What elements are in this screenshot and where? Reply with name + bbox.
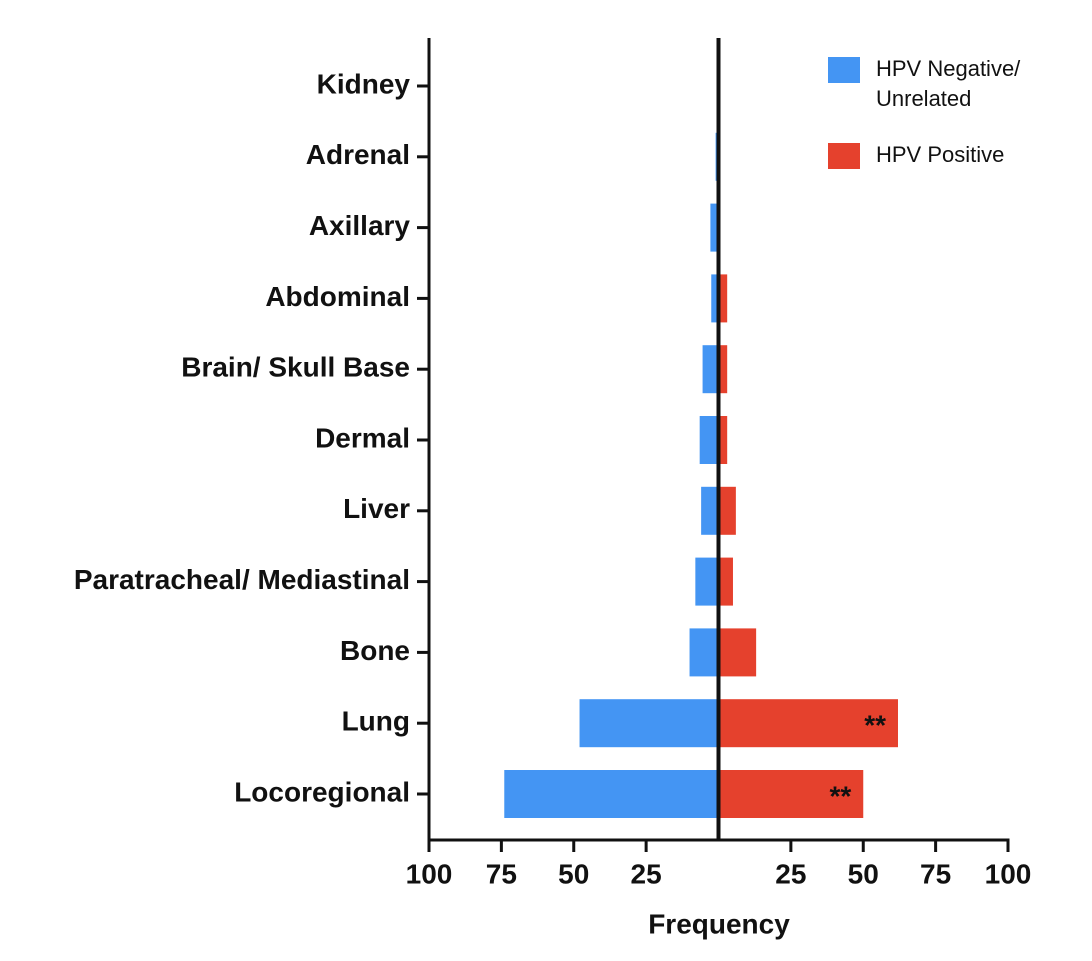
bar <box>710 203 719 252</box>
x-tick-label: 75 <box>920 858 951 889</box>
category-label: Brain/ Skull Base <box>181 352 410 383</box>
bar <box>579 699 719 748</box>
x-tick-label: 50 <box>848 858 879 889</box>
bar <box>718 416 728 464</box>
category-label: Axillary <box>309 210 411 241</box>
category-label: Dermal <box>315 422 410 453</box>
legend-swatch <box>828 57 860 83</box>
bar <box>689 628 719 677</box>
legend-label-line: HPV Negative/ <box>876 56 1021 81</box>
x-tick-label: 100 <box>406 858 453 889</box>
category-label: Lung <box>342 706 410 737</box>
bar <box>702 345 719 394</box>
legend-swatch <box>828 143 860 169</box>
bar <box>718 628 757 677</box>
legend-label: HPV Negative/Unrelated <box>876 56 1021 111</box>
bar <box>695 557 719 606</box>
bar <box>711 274 719 323</box>
category-label: Locoregional <box>234 776 410 807</box>
category-label: Abdominal <box>265 281 410 312</box>
annotation: ** <box>864 710 886 741</box>
category-label: Bone <box>340 635 410 666</box>
bar <box>718 699 898 748</box>
x-tick-label: 75 <box>486 858 517 889</box>
bar <box>718 274 728 323</box>
legend-label: HPV Positive <box>876 142 1004 167</box>
category-label: Paratracheal/ Mediastinal <box>74 564 410 595</box>
bar <box>718 770 864 818</box>
x-tick-label: 25 <box>775 858 806 889</box>
x-tick-label: 50 <box>558 858 589 889</box>
bar <box>718 345 728 394</box>
bar <box>701 486 719 535</box>
x-tick-label: 25 <box>631 858 662 889</box>
bar <box>718 486 736 535</box>
annotation: ** <box>829 780 851 811</box>
x-axis-label: Frequency <box>648 908 790 939</box>
category-label: Kidney <box>317 68 411 99</box>
bar <box>699 416 719 464</box>
x-tick-label: 100 <box>985 858 1032 889</box>
category-label: Liver <box>343 493 410 524</box>
bar <box>718 557 733 606</box>
bar <box>504 770 719 818</box>
category-label: Adrenal <box>306 139 410 170</box>
legend-label-line: Unrelated <box>876 86 971 111</box>
